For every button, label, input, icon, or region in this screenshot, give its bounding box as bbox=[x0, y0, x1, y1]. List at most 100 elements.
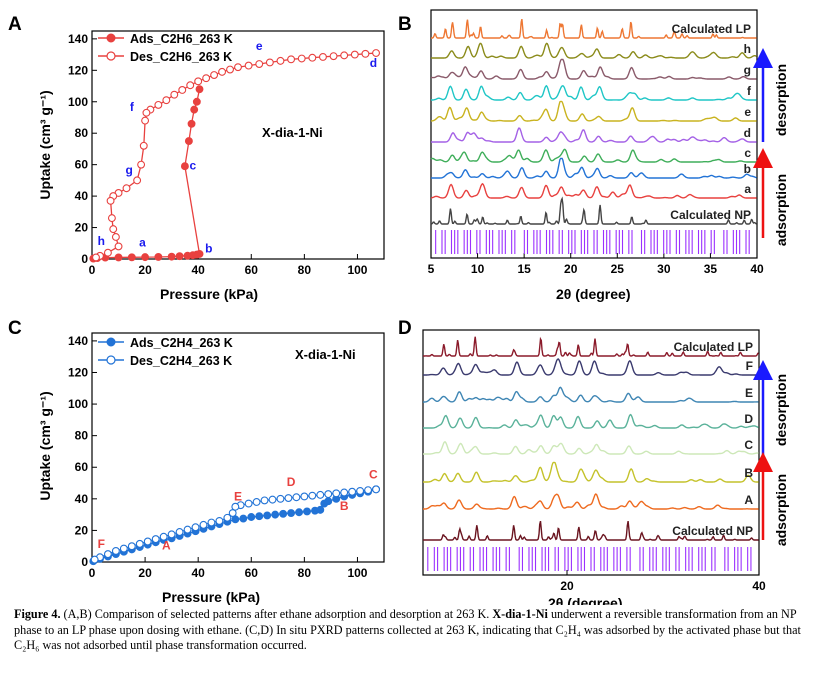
x-tick-label: 40 bbox=[750, 262, 764, 276]
pattern-trace bbox=[423, 520, 759, 541]
pattern-label: c bbox=[744, 146, 751, 160]
point-label: D bbox=[287, 475, 296, 489]
point-label: F bbox=[98, 537, 105, 551]
data-point-des bbox=[142, 108, 151, 117]
data-layer: A B C D E F bbox=[89, 467, 380, 566]
pattern-label: C bbox=[744, 438, 753, 452]
pattern-trace bbox=[430, 100, 757, 122]
data-point-des bbox=[135, 539, 144, 548]
pattern-label: F bbox=[746, 359, 753, 373]
x-axis-title: 2θ (degree) bbox=[556, 286, 630, 302]
data-point-des bbox=[292, 493, 301, 502]
y-tick-label: 140 bbox=[68, 334, 88, 348]
data-point-des bbox=[127, 542, 136, 551]
pattern-label: Calculated NP bbox=[670, 208, 751, 222]
data-point-des bbox=[111, 546, 120, 555]
pattern-trace bbox=[431, 127, 757, 143]
data-point-des bbox=[162, 96, 171, 105]
data-point-des bbox=[103, 248, 112, 257]
pattern-trace bbox=[423, 358, 759, 376]
pattern-trace bbox=[423, 386, 759, 403]
data-point-ads bbox=[247, 513, 256, 521]
pattern-label: E bbox=[745, 386, 753, 400]
y-tick-label: 40 bbox=[75, 189, 89, 203]
panel-letter: D bbox=[398, 318, 412, 339]
point-label: A bbox=[162, 538, 171, 552]
axes: 5 10 15 20 25 30 35 40 bbox=[428, 253, 764, 276]
pattern-label: Calculated LP bbox=[672, 22, 751, 36]
x-tick-label: 60 bbox=[245, 566, 259, 580]
y-tick-label: 40 bbox=[75, 492, 89, 506]
data-point-des bbox=[300, 492, 309, 501]
plot-frame bbox=[91, 332, 385, 563]
point-label: c bbox=[190, 158, 197, 172]
data-point-des bbox=[194, 77, 203, 86]
data-point-des bbox=[260, 496, 269, 505]
data-point-des bbox=[348, 487, 357, 496]
x-tick-label: 35 bbox=[704, 262, 718, 276]
data-point-ads bbox=[287, 509, 296, 517]
pattern-trace bbox=[430, 182, 757, 199]
data-point-des bbox=[287, 55, 296, 64]
legend-marker-des bbox=[106, 355, 116, 365]
point-label: g bbox=[125, 163, 132, 177]
y-tick-label: 60 bbox=[75, 158, 89, 172]
data-point-des bbox=[244, 499, 253, 508]
point-label: f bbox=[130, 100, 135, 114]
x-tick-label: 20 bbox=[138, 263, 152, 277]
pattern-label: h bbox=[744, 42, 751, 56]
data-point-des bbox=[252, 498, 261, 506]
data-point-des bbox=[170, 90, 179, 99]
pattern-label: d bbox=[744, 126, 751, 140]
y-tick-label: 20 bbox=[75, 523, 89, 537]
data-point-des bbox=[139, 141, 148, 150]
adsorption-label: adsorption bbox=[773, 174, 789, 246]
y-tick-label: 120 bbox=[68, 365, 88, 379]
data-point-des bbox=[159, 532, 168, 541]
pattern-label: a bbox=[744, 182, 751, 196]
data-point-ads bbox=[316, 505, 325, 514]
y-tick-label: 20 bbox=[75, 221, 89, 235]
data-point-ads bbox=[187, 119, 196, 128]
pattern-trace bbox=[423, 493, 759, 510]
legend-label-des: Des_C2H6_263 K bbox=[130, 50, 232, 64]
x-tick-label: 0 bbox=[89, 263, 96, 277]
x-tick-label: 80 bbox=[298, 566, 312, 580]
data-point-des bbox=[372, 485, 380, 494]
data-point-des bbox=[143, 537, 152, 546]
data-point-ads bbox=[192, 97, 201, 106]
data-point-ads bbox=[154, 253, 163, 261]
x-tick-label: 10 bbox=[471, 262, 485, 276]
point-label: C bbox=[369, 467, 378, 481]
x-tick-label: 0 bbox=[89, 566, 96, 580]
legend: Ads_C2H4_263 K Des_C2H4_263 K bbox=[98, 336, 233, 368]
data-point-des bbox=[356, 486, 365, 495]
x-tick-label: 30 bbox=[657, 262, 671, 276]
point-label: B bbox=[340, 499, 349, 513]
caption-text-2: underwent a reversible transformation fr… bbox=[14, 607, 801, 652]
plot-frame bbox=[91, 30, 385, 260]
pattern-label: A bbox=[744, 493, 753, 507]
y-axis-title: Uptake (cm³ g⁻¹) bbox=[37, 90, 53, 199]
y-tick-label: 0 bbox=[81, 252, 88, 266]
figure-caption: Figure 4. (A,B) Comparison of selected p… bbox=[14, 607, 826, 654]
data-point-des bbox=[111, 233, 120, 241]
legend-marker-ads bbox=[106, 33, 116, 43]
x-tick-label: 100 bbox=[347, 566, 367, 580]
data-point-des bbox=[133, 176, 142, 185]
y-tick-label: 80 bbox=[75, 126, 89, 140]
data-point-ads bbox=[167, 252, 176, 261]
data-point-des bbox=[297, 54, 306, 63]
pattern-label: g bbox=[744, 63, 751, 77]
caption-text-1: (A,B) Comparison of selected patterns af… bbox=[60, 607, 493, 621]
data-layer: a b c d e f g h bbox=[89, 39, 380, 263]
pattern-label: D bbox=[744, 412, 753, 426]
data-point-ads bbox=[195, 250, 204, 258]
x-tick-label: 100 bbox=[347, 263, 367, 277]
data-point-ads bbox=[255, 512, 264, 521]
caption-figure-number: Figure 4. bbox=[14, 607, 61, 621]
data-point-des bbox=[228, 509, 237, 517]
y-tick-label: 0 bbox=[81, 555, 88, 569]
